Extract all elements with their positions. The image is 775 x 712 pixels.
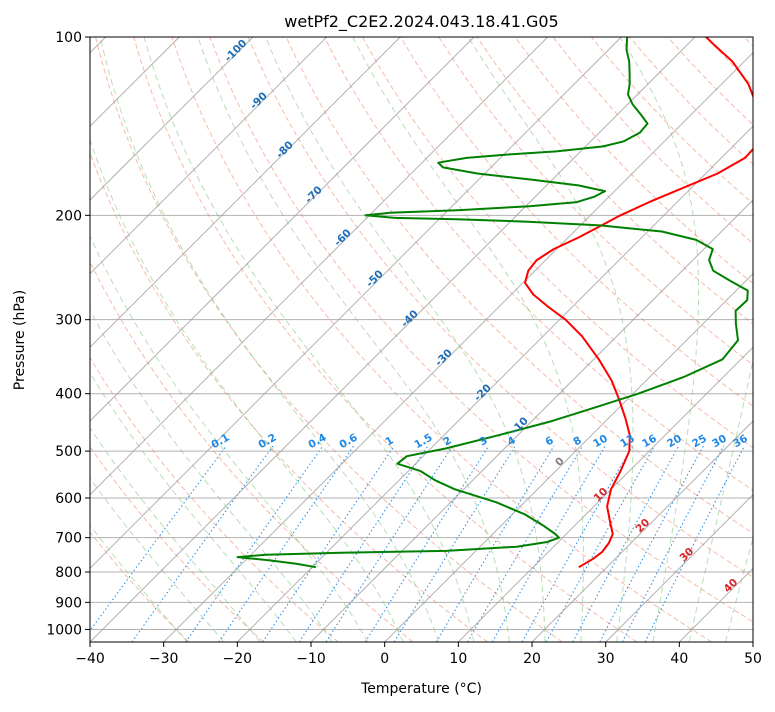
x-tick-label: −10 — [296, 651, 326, 667]
x-tick-label: −40 — [75, 651, 105, 667]
x-tick-label: 20 — [523, 651, 541, 667]
chart-title: wetPf2_C2E2.2024.043.18.41.G05 — [284, 12, 558, 32]
y-tick-label: 400 — [55, 387, 82, 403]
x-tick-label: 50 — [744, 651, 762, 667]
x-tick-label: 10 — [449, 651, 467, 667]
x-tick-label: 0 — [380, 651, 389, 667]
x-axis-label: Temperature (°C) — [360, 681, 482, 697]
y-tick-label: 500 — [55, 444, 82, 460]
x-tick-label: −30 — [149, 651, 179, 667]
x-tick-label: 40 — [670, 651, 688, 667]
y-tick-label: 600 — [55, 491, 82, 507]
x-tick-label: 30 — [597, 651, 615, 667]
x-tick-label: −20 — [223, 651, 253, 667]
y-tick-label: 900 — [55, 595, 82, 611]
y-tick-label: 800 — [55, 565, 82, 581]
y-tick-label: 1000 — [46, 622, 82, 638]
y-tick-label: 700 — [55, 531, 82, 547]
y-axis-label: Pressure (hPa) — [12, 290, 28, 390]
y-tick-label: 100 — [55, 30, 82, 46]
y-tick-label: 200 — [55, 208, 82, 224]
y-tick-label: 300 — [55, 313, 82, 329]
